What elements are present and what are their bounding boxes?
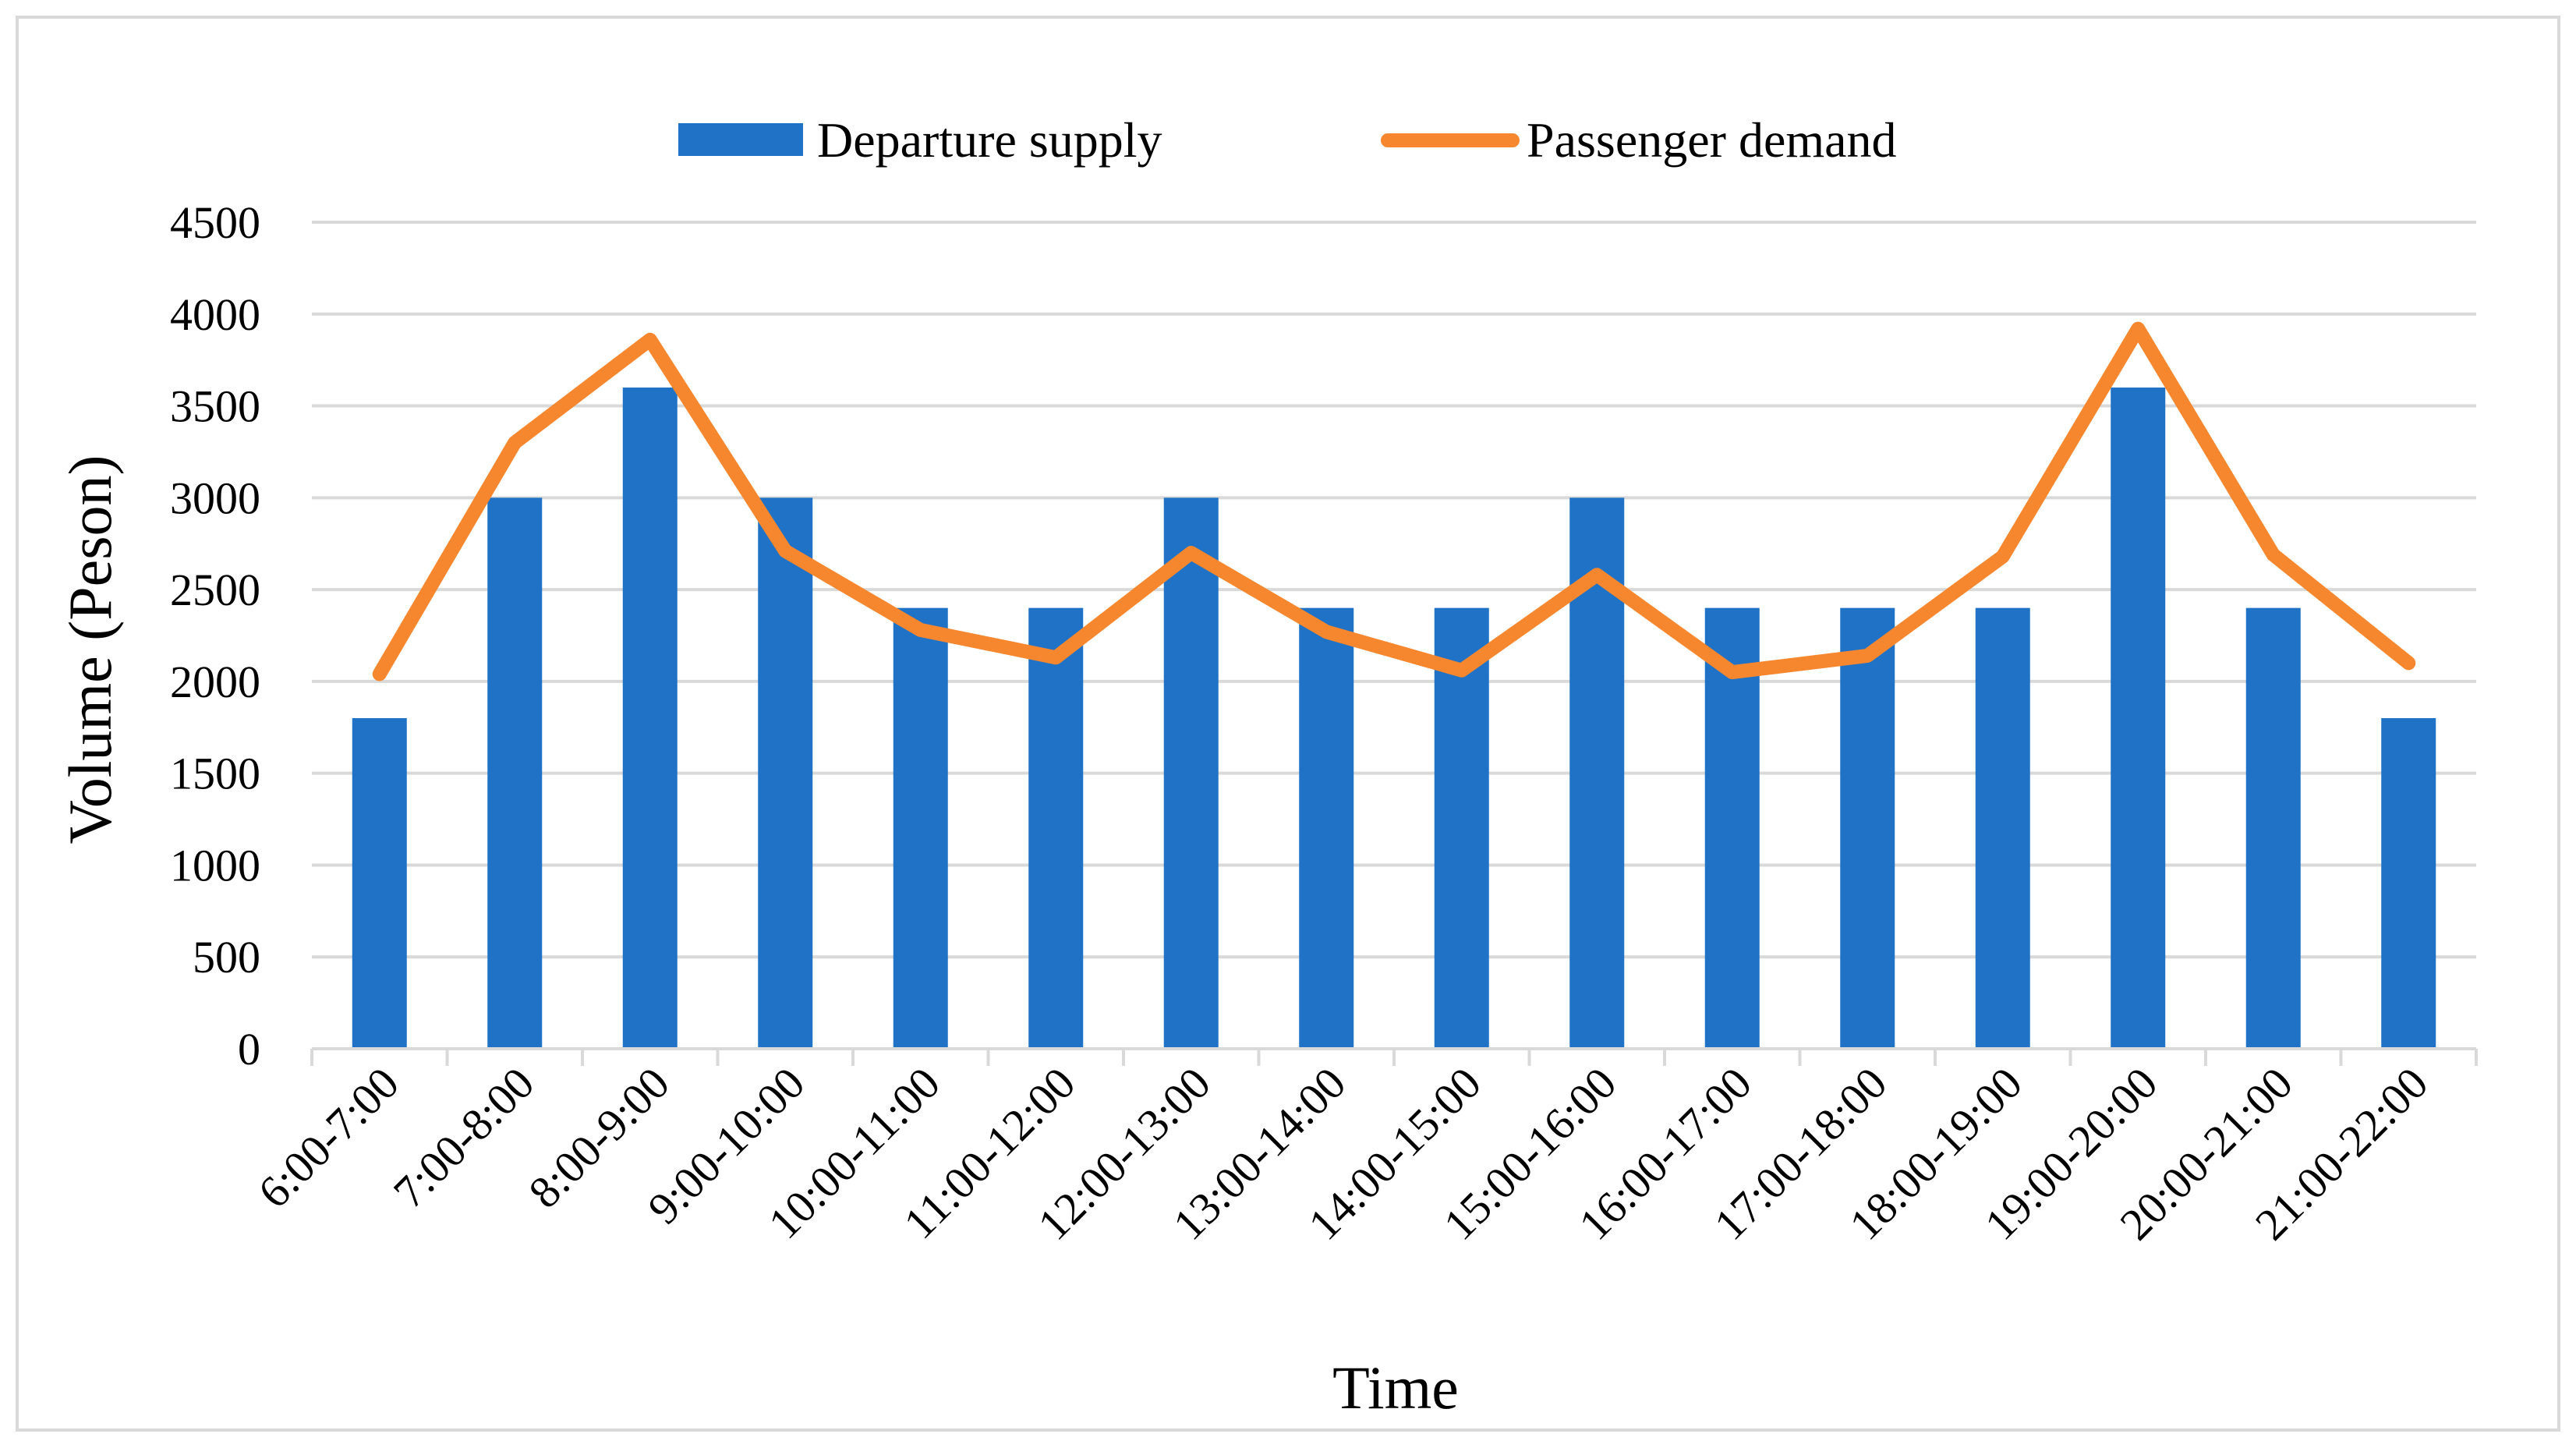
bar [487,497,543,1049]
y-tick-label: 1000 [170,840,260,890]
bar-series-departure-supply [352,388,2436,1049]
bar [1434,607,1489,1049]
y-tick-label: 2500 [170,565,260,615]
x-axis-title: Time [1332,1354,1459,1421]
bar [758,497,813,1049]
y-tick-label: 3500 [170,381,260,432]
x-axis [310,1047,2478,1066]
bar [1840,607,1895,1049]
y-axis-title: Volume (Peson) [56,455,124,844]
y-tick-label: 1500 [170,749,260,799]
demand-line [372,321,2416,681]
y-axis-ticks: 0 500 1000 1500 2000 2500 3000 3500 4000 4500 [170,197,260,1074]
y-tick-label: 4000 [170,289,260,340]
bar [2245,607,2301,1049]
bar [1299,607,1354,1049]
y-tick-label: 2000 [170,657,260,707]
bar [2111,388,2166,1049]
bar [1163,497,1219,1049]
y-tick-label: 0 [238,1024,260,1074]
y-tick-label: 4500 [170,197,260,248]
y-tick-label: 3000 [170,473,260,523]
legend: Departure supply Passenger demand [678,112,1897,168]
legend-label-passenger-demand: Passenger demand [1527,112,1897,168]
bar [1975,607,2030,1049]
bar [622,388,678,1049]
legend-label-departure-supply: Departure supply [817,112,1162,168]
line-series-passenger-demand [372,321,2416,681]
bar [352,718,407,1049]
bar [2381,718,2436,1049]
legend-swatch-departure-supply [678,123,803,156]
bar [1704,607,1760,1049]
bar [893,607,948,1049]
bar [1028,607,1084,1049]
y-tick-label: 500 [193,932,260,982]
